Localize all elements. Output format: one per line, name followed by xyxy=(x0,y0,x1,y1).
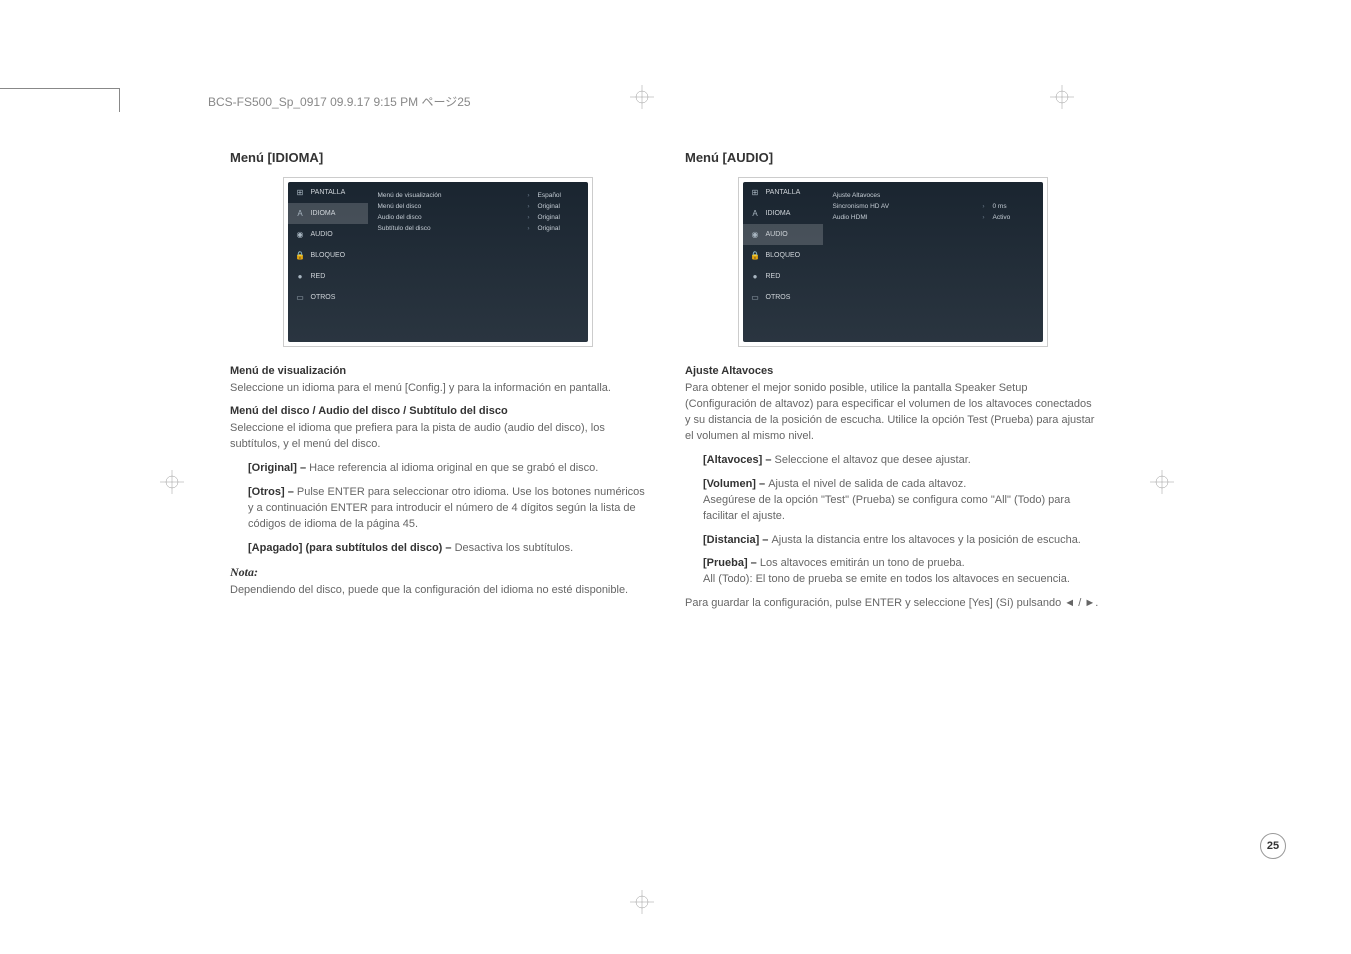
sidebar-label: IDIOMA xyxy=(311,210,336,217)
sidebar-label: RED xyxy=(766,273,781,280)
lock-icon: 🔒 xyxy=(750,250,761,261)
subsection-heading: Menú de visualización xyxy=(230,365,645,377)
screenshot-sidebar: ⊞ PANTALLA A IDIOMA ◉ AUDIO 🔒 BLOQUEO ● RED ▭… xyxy=(288,182,368,342)
sidebar-label: PANTALLA xyxy=(766,189,801,196)
language-icon: A xyxy=(295,208,306,219)
setting-label: Ajuste Altavoces xyxy=(833,192,977,199)
option-label: [Apagado] (para subtítulos del disco) – xyxy=(248,542,455,554)
body-text: Seleccione un idioma para el menú [Confi… xyxy=(230,381,645,397)
arrow-icon: › xyxy=(982,214,984,221)
option-text: [Original] – Hace referencia al idioma o… xyxy=(248,461,645,477)
option-text: [Altavoces] – Seleccione el altavoz que … xyxy=(703,453,1100,469)
arrow-icon: › xyxy=(527,214,529,221)
register-mark xyxy=(1050,85,1074,109)
note-text: Dependiendo del disco, puede que la conf… xyxy=(230,583,645,599)
option-label: [Original] – xyxy=(248,462,309,474)
print-header: BCS-FS500_Sp_0917 09.9.17 9:15 PM ページ25 xyxy=(208,93,471,110)
screenshot-sidebar: ⊞ PANTALLA A IDIOMA ◉ AUDIO 🔒 BLOQUEO ● RED ▭… xyxy=(743,182,823,342)
setting-value: Original xyxy=(538,225,578,232)
option-desc: All (Todo): El tono de prueba se emite e… xyxy=(703,573,1070,585)
page-number: 25 xyxy=(1260,833,1286,859)
other-icon: ▭ xyxy=(750,292,761,303)
register-mark xyxy=(630,85,654,109)
setting-value: Español xyxy=(538,192,578,199)
option-desc: Seleccione el altavoz que desee ajustar. xyxy=(775,454,971,466)
option-text: [Prueba] – Los altavoces emitirán un ton… xyxy=(703,556,1100,588)
note-heading: Nota: xyxy=(230,565,645,580)
setting-value: Original xyxy=(538,214,578,221)
option-text: [Apagado] (para subtítulos del disco) – … xyxy=(248,541,645,557)
option-text: [Volumen] – Ajusta el nivel de salida de… xyxy=(703,477,1100,525)
body-text: Para obtener el mejor sonido posible, ut… xyxy=(685,381,1100,445)
subsection-heading: Ajuste Altavoces xyxy=(685,365,1100,377)
screenshot-main: Menú de visualización › Español Menú del d… xyxy=(368,182,588,342)
setting-value: Original xyxy=(538,203,578,210)
register-mark xyxy=(1150,470,1174,494)
register-mark xyxy=(160,470,184,494)
option-desc: Asegúrese de la opción "Test" (Prueba) s… xyxy=(703,494,1070,522)
screenshot-main: Ajuste Altavoces Sincronismo HD AV›0 ms … xyxy=(823,182,1043,342)
option-desc: Desactiva los subtítulos. xyxy=(455,542,574,554)
setting-value: Activo xyxy=(993,214,1033,221)
setting-value xyxy=(993,192,1033,199)
other-icon: ▭ xyxy=(295,292,306,303)
arrow-icon: › xyxy=(982,203,984,210)
option-text: [Distancia] – Ajusta la distancia entre … xyxy=(703,533,1100,549)
sidebar-label: RED xyxy=(311,273,326,280)
network-icon: ● xyxy=(750,271,761,282)
arrow-icon: › xyxy=(527,225,529,232)
setting-label: Audio HDMI xyxy=(833,214,975,221)
option-label: [Prueba] – xyxy=(703,557,760,569)
audio-icon: ◉ xyxy=(295,229,306,240)
sidebar-label: BLOQUEO xyxy=(766,252,801,259)
network-icon: ● xyxy=(295,271,306,282)
subsection-heading: Menú del disco / Audio del disco / Subtí… xyxy=(230,405,645,417)
sidebar-label: OTROS xyxy=(766,294,791,301)
setting-label: Audio del disco xyxy=(378,214,520,221)
sidebar-label: AUDIO xyxy=(311,231,333,238)
register-mark xyxy=(630,890,654,914)
option-desc: Hace referencia al idioma original en qu… xyxy=(309,462,598,474)
section-title-audio: Menú [AUDIO] xyxy=(685,150,1100,165)
section-title-idioma: Menú [IDIOMA] xyxy=(230,150,645,165)
setting-label: Subtítulo del disco xyxy=(378,225,520,232)
language-icon: A xyxy=(750,208,761,219)
page-content: Menú [IDIOMA] ⊞ PANTALLA A IDIOMA ◉ AUDIO 🔒… xyxy=(230,150,1100,620)
option-label: [Distancia] – xyxy=(703,534,771,546)
sidebar-label: AUDIO xyxy=(766,231,788,238)
body-text: Seleccione el idioma que prefiera para l… xyxy=(230,421,645,453)
setting-label: Menú de visualización xyxy=(378,192,520,199)
left-column: Menú [IDIOMA] ⊞ PANTALLA A IDIOMA ◉ AUDIO 🔒… xyxy=(230,150,645,620)
setting-label: Sincronismo HD AV xyxy=(833,203,975,210)
screenshot-audio: ⊞ PANTALLA A IDIOMA ◉ AUDIO 🔒 BLOQUEO ● RED ▭… xyxy=(738,177,1048,347)
option-label: [Otros] – xyxy=(248,486,297,498)
option-desc: Ajusta la distancia entre los altavoces … xyxy=(771,534,1080,546)
crop-mark xyxy=(0,88,120,112)
setting-label: Menú del disco xyxy=(378,203,520,210)
arrow-icon: › xyxy=(527,192,529,199)
option-label: [Altavoces] – xyxy=(703,454,775,466)
lock-icon: 🔒 xyxy=(295,250,306,261)
sidebar-label: BLOQUEO xyxy=(311,252,346,259)
monitor-icon: ⊞ xyxy=(750,187,761,198)
right-column: Menú [AUDIO] ⊞ PANTALLA A IDIOMA ◉ AUDIO 🔒 B… xyxy=(685,150,1100,620)
option-text: [Otros] – Pulse ENTER para seleccionar o… xyxy=(248,485,645,533)
option-label: [Volumen] – xyxy=(703,478,768,490)
sidebar-label: PANTALLA xyxy=(311,189,346,196)
setting-value: 0 ms xyxy=(993,203,1033,210)
screenshot-idioma: ⊞ PANTALLA A IDIOMA ◉ AUDIO 🔒 BLOQUEO ● RED ▭… xyxy=(283,177,593,347)
option-desc: Los altavoces emitirán un tono de prueba… xyxy=(760,557,965,569)
option-desc: Ajusta el nivel de salida de cada altavo… xyxy=(768,478,966,490)
option-desc: Pulse ENTER para seleccionar otro idioma… xyxy=(248,486,645,530)
audio-icon: ◉ xyxy=(750,229,761,240)
sidebar-label: OTROS xyxy=(311,294,336,301)
arrow-icon: › xyxy=(527,203,529,210)
sidebar-label: IDIOMA xyxy=(766,210,791,217)
footer-text: Para guardar la configuración, pulse ENT… xyxy=(685,596,1100,612)
monitor-icon: ⊞ xyxy=(295,187,306,198)
